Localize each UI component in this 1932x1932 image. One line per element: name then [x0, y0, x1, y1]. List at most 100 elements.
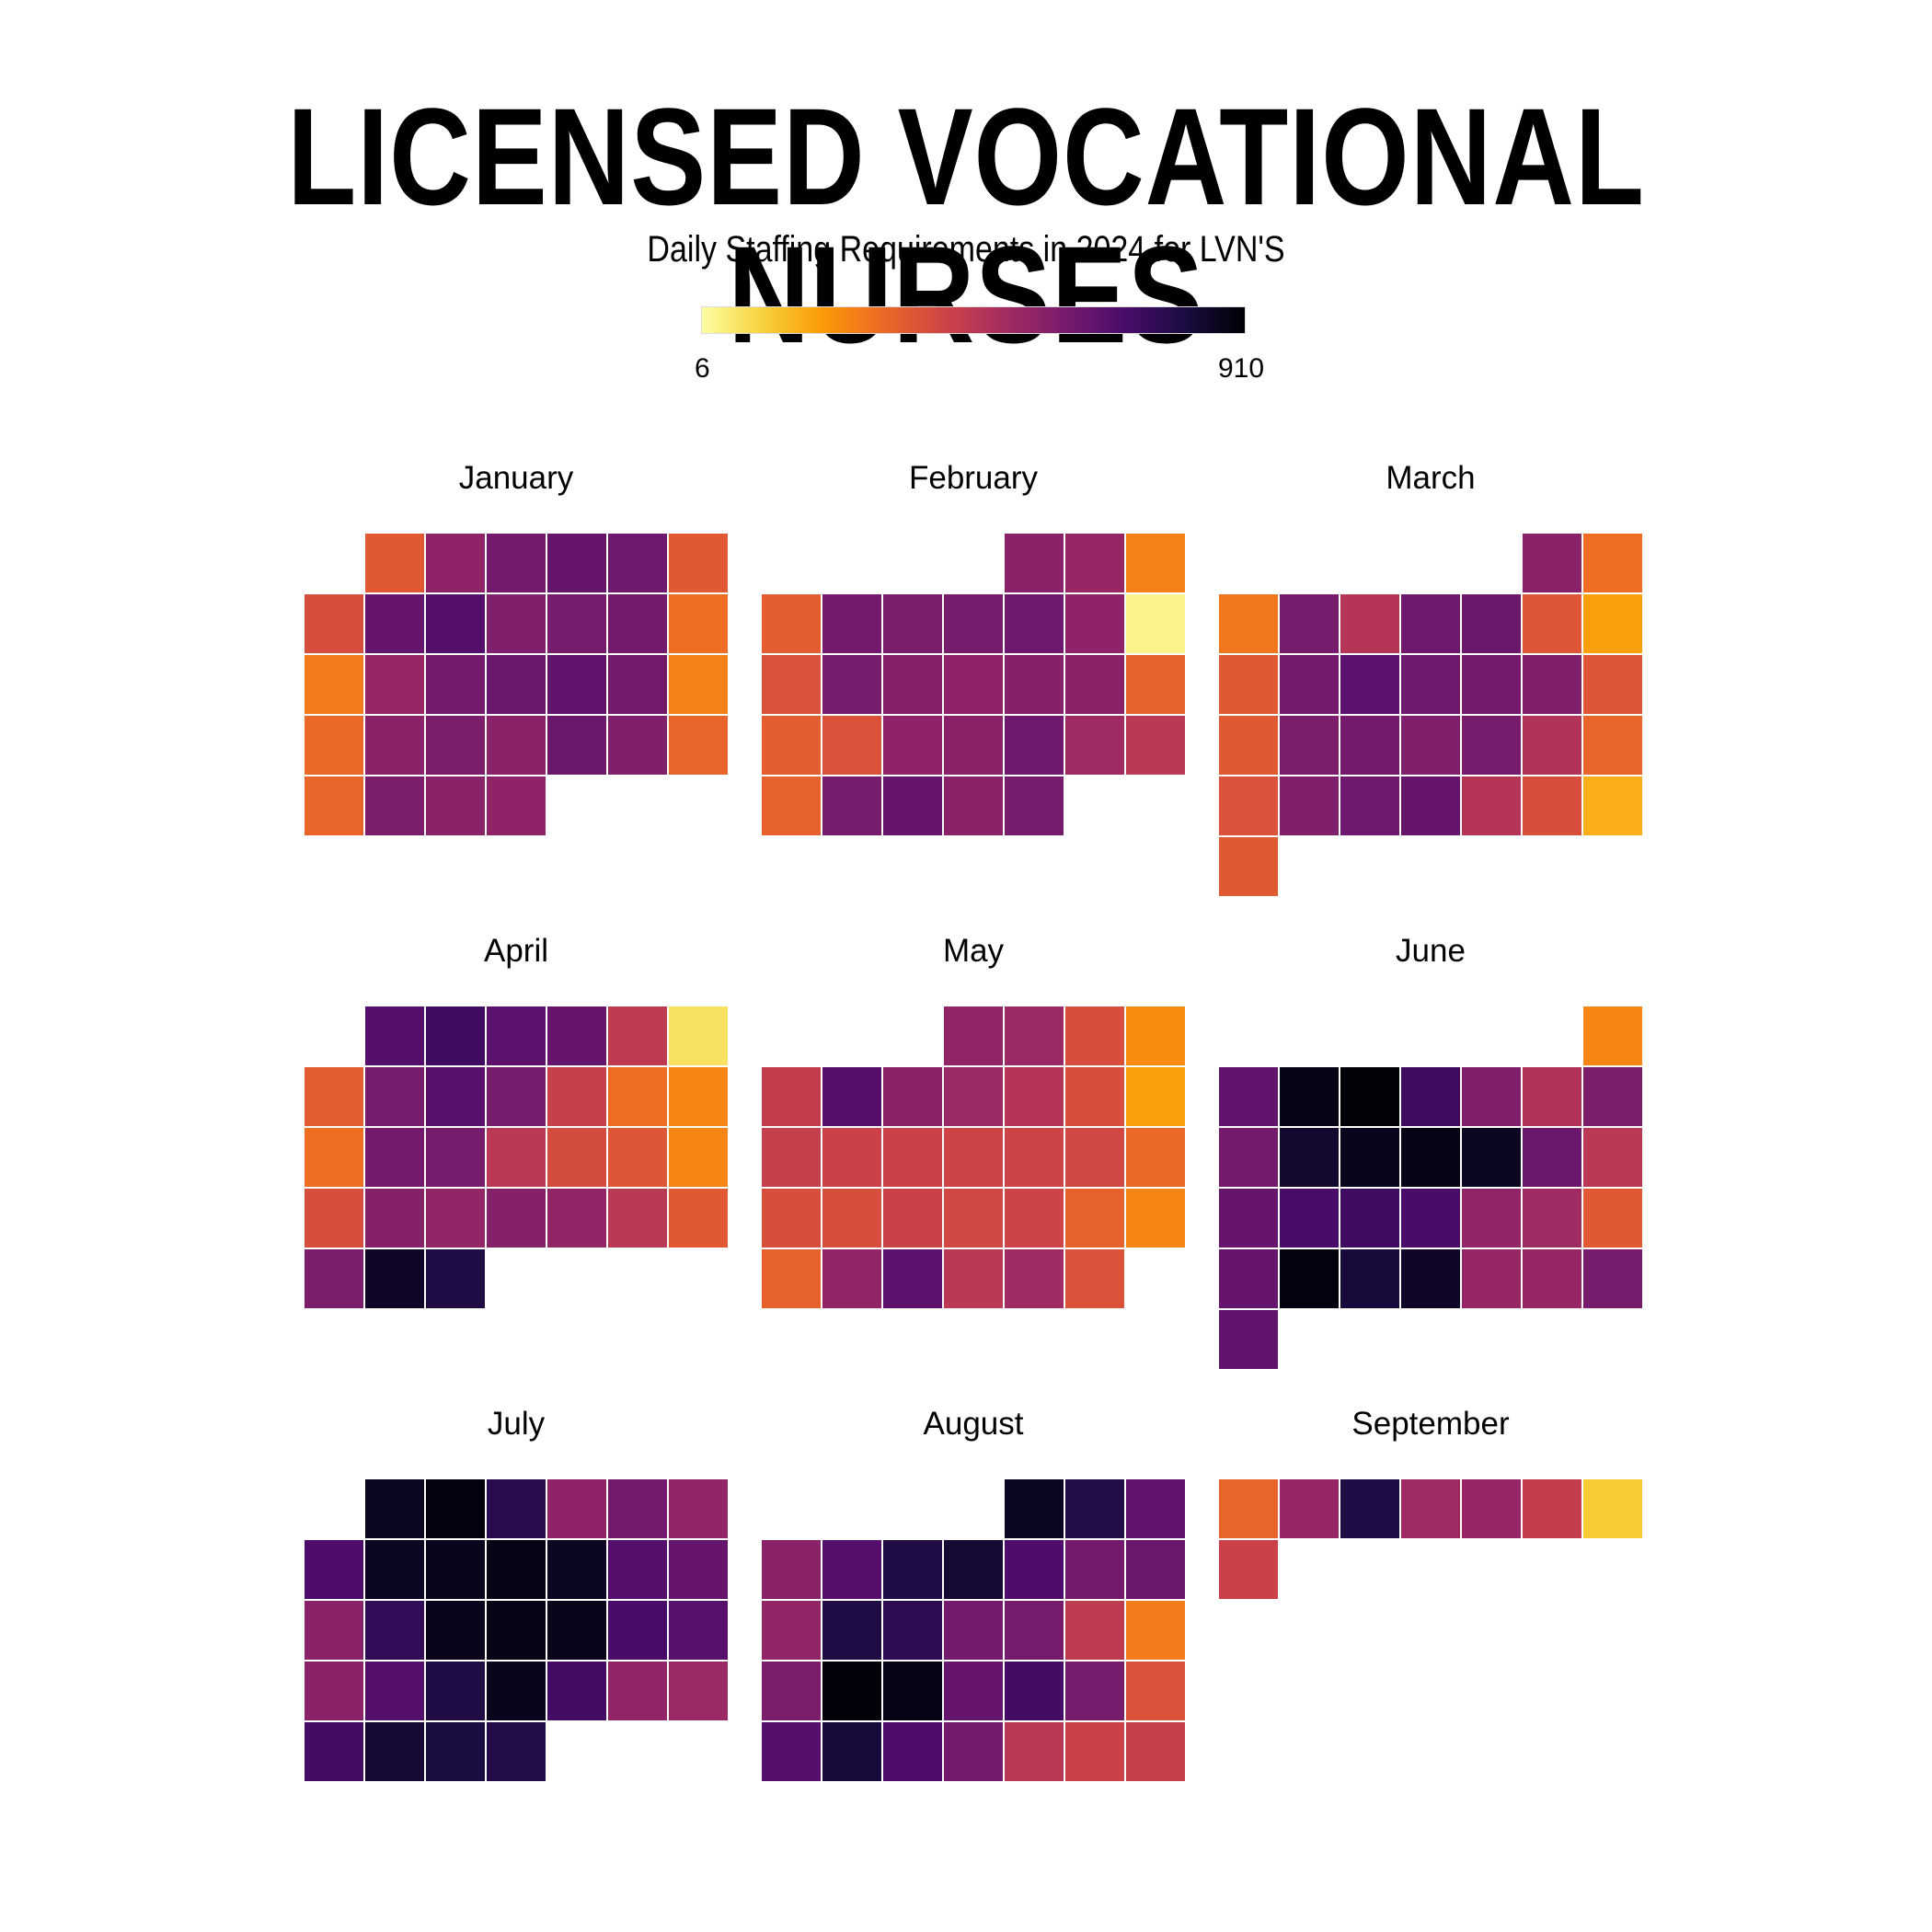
day-cell-august-2 [1064, 1478, 1125, 1539]
day-cell-march-6 [1400, 593, 1461, 654]
day-cell-january-13 [668, 593, 729, 654]
day-cell-february-27 [882, 776, 943, 836]
day-cell-may-7 [882, 1066, 943, 1127]
day-cell-may-4 [1125, 1006, 1186, 1066]
day-cell-january-8 [364, 593, 425, 654]
day-cell-august-23 [1064, 1661, 1125, 1721]
day-cell-january-3 [486, 533, 546, 593]
day-cell-february-1 [1004, 533, 1064, 593]
day-cell-may-13 [822, 1127, 882, 1188]
day-cell-august-27 [882, 1721, 943, 1782]
day-cell-may-12 [761, 1127, 822, 1188]
day-cell-april-11 [546, 1066, 607, 1127]
day-cell-may-15 [943, 1127, 1004, 1188]
day-cell-may-25 [1125, 1188, 1186, 1248]
day-cell-may-24 [1064, 1188, 1125, 1248]
day-cell-january-15 [364, 654, 425, 715]
day-cell-july-13 [668, 1539, 729, 1600]
day-cell-july-18 [546, 1600, 607, 1661]
day-cell-june-25 [1340, 1248, 1400, 1309]
day-cell-january-16 [425, 654, 486, 715]
day-cell-january-21 [304, 715, 364, 776]
day-cell-april-3 [486, 1006, 546, 1066]
day-cell-june-20 [1461, 1188, 1522, 1248]
day-cell-january-1 [364, 533, 425, 593]
day-cell-january-14 [304, 654, 364, 715]
day-cell-january-4 [546, 533, 607, 593]
day-cell-march-23 [1582, 715, 1643, 776]
day-cell-april-12 [607, 1066, 668, 1127]
day-cell-june-12 [1400, 1127, 1461, 1188]
day-cell-january-2 [425, 533, 486, 593]
day-cell-august-24 [1125, 1661, 1186, 1721]
day-cell-march-11 [1279, 654, 1340, 715]
day-cell-september-2 [1279, 1478, 1340, 1539]
day-cell-february-25 [761, 776, 822, 836]
day-cell-january-11 [546, 593, 607, 654]
day-cell-july-6 [668, 1478, 729, 1539]
day-cell-august-1 [1004, 1478, 1064, 1539]
day-cell-april-30 [425, 1248, 486, 1309]
day-cell-march-31 [1218, 836, 1279, 897]
day-cell-june-11 [1340, 1127, 1400, 1188]
day-cell-may-31 [1064, 1248, 1125, 1309]
day-cell-april-18 [546, 1127, 607, 1188]
day-cell-february-10 [1125, 593, 1186, 654]
day-cell-august-26 [822, 1721, 882, 1782]
day-cell-february-7 [943, 593, 1004, 654]
day-cell-january-6 [668, 533, 729, 593]
day-cell-august-4 [761, 1539, 822, 1600]
day-cell-january-30 [425, 776, 486, 836]
day-cell-august-5 [822, 1539, 882, 1600]
day-cell-may-28 [882, 1248, 943, 1309]
day-cell-august-30 [1064, 1721, 1125, 1782]
day-cell-may-29 [943, 1248, 1004, 1309]
day-cell-march-13 [1400, 654, 1461, 715]
day-cell-july-31 [486, 1721, 546, 1782]
day-cell-june-15 [1582, 1127, 1643, 1188]
day-cell-may-27 [822, 1248, 882, 1309]
colorbar-max-label: 910 [1218, 353, 1265, 384]
chart-title: LICENSED VOCATIONAL NURSES [287, 79, 1645, 372]
day-cell-may-9 [1004, 1066, 1064, 1127]
day-cell-july-20 [668, 1600, 729, 1661]
day-cell-may-21 [882, 1188, 943, 1248]
day-cell-january-28 [304, 776, 364, 836]
day-cell-june-17 [1279, 1188, 1340, 1248]
day-cell-july-5 [607, 1478, 668, 1539]
day-cell-april-10 [486, 1066, 546, 1127]
day-cell-may-22 [943, 1188, 1004, 1248]
day-cell-april-19 [607, 1127, 668, 1188]
day-cell-february-26 [822, 776, 882, 836]
day-cell-april-26 [607, 1188, 668, 1248]
day-cell-august-21 [943, 1661, 1004, 1721]
day-cell-april-2 [425, 1006, 486, 1066]
day-cell-september-1 [1218, 1478, 1279, 1539]
month-title-june: June [1396, 933, 1466, 969]
day-cell-july-29 [364, 1721, 425, 1782]
month-title-february: February [908, 460, 1039, 496]
day-cell-february-29 [1004, 776, 1064, 836]
day-cell-january-31 [486, 776, 546, 836]
day-cell-may-1 [943, 1006, 1004, 1066]
day-cell-april-15 [364, 1127, 425, 1188]
day-cell-june-30 [1218, 1309, 1279, 1370]
day-cell-may-18 [1125, 1127, 1186, 1188]
day-cell-june-18 [1340, 1188, 1400, 1248]
day-cell-september-7 [1582, 1478, 1643, 1539]
day-cell-january-26 [607, 715, 668, 776]
chart-subtitle: Daily Staffing Requirements in 2024 for … [647, 229, 1285, 270]
day-cell-march-18 [1279, 715, 1340, 776]
day-cell-july-9 [425, 1539, 486, 1600]
month-title-march: March [1386, 460, 1476, 496]
day-cell-february-28 [943, 776, 1004, 836]
day-cell-april-9 [425, 1066, 486, 1127]
day-cell-april-7 [304, 1066, 364, 1127]
month-title-july: July [487, 1406, 546, 1442]
day-cell-june-24 [1279, 1248, 1340, 1309]
day-cell-may-26 [761, 1248, 822, 1309]
day-cell-august-31 [1125, 1721, 1186, 1782]
day-cell-january-22 [364, 715, 425, 776]
day-cell-february-24 [1125, 715, 1186, 776]
day-cell-july-3 [486, 1478, 546, 1539]
